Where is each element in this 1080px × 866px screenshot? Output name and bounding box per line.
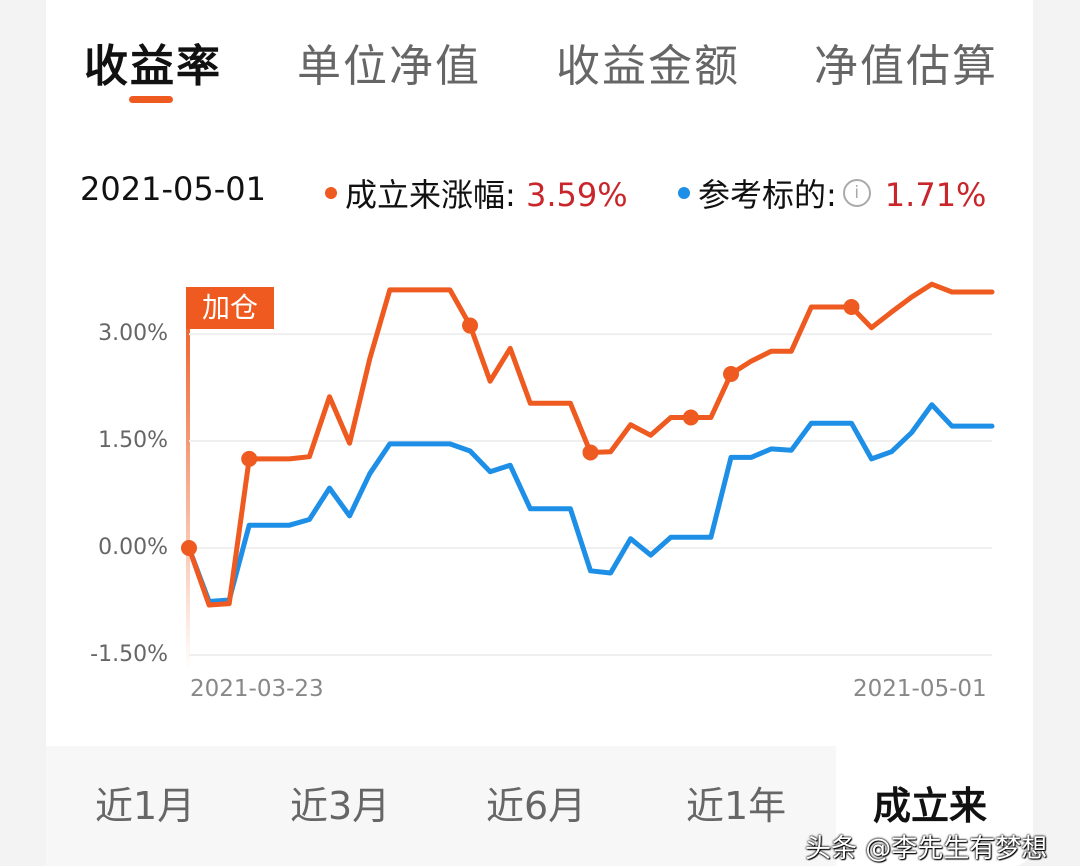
buy-point: [241, 450, 258, 467]
period-since-inception[interactable]: 成立来: [873, 784, 988, 828]
series-line: [186, 402, 995, 604]
y-tick: 0.00%: [98, 535, 168, 560]
benchmark-value: 1.71%: [884, 176, 987, 214]
x-tick-end: 2021-05-01: [853, 676, 987, 702]
tab-unit-nav[interactable]: 单位净值: [297, 41, 481, 92]
buy-point: [582, 444, 599, 461]
period-bar: [46, 746, 836, 866]
y-tick: 1.50%: [98, 428, 168, 453]
tab-yield[interactable]: 收益率: [84, 41, 222, 92]
tab-profit-amount[interactable]: 收益金额: [556, 41, 740, 92]
legend-fund: 成立来涨幅: 3.59%: [325, 170, 628, 216]
info-icon[interactable]: i: [842, 179, 871, 207]
legend-date: 2021-05-01: [80, 170, 266, 208]
legend-benchmark: 参考标的: i 1.71%: [678, 170, 986, 216]
period-1y[interactable]: 近1年: [686, 784, 787, 828]
benchmark-label: 参考标的:: [698, 176, 837, 214]
fund-card: [46, 0, 1033, 866]
buy-marker-label: 加仓: [186, 287, 274, 329]
active-tab-indicator: [129, 96, 173, 103]
period-6m[interactable]: 近6月: [486, 784, 587, 828]
x-tick-start: 2021-03-23: [190, 676, 324, 702]
benchmark-dot-icon: [678, 187, 690, 199]
buy-point: [682, 409, 699, 426]
buy-marker-line: [186, 300, 190, 670]
period-3m[interactable]: 近3月: [290, 784, 391, 828]
y-tick: -1.50%: [90, 642, 168, 667]
buy-point: [843, 299, 860, 316]
tab-nav-estimate[interactable]: 净值估算: [814, 41, 998, 92]
buy-point: [723, 366, 740, 383]
fund-dot-icon: [325, 187, 337, 199]
buy-point: [181, 540, 197, 556]
fund-label: 成立来涨幅:: [345, 176, 516, 214]
fund-value: 3.59%: [525, 176, 628, 214]
buy-point: [462, 317, 479, 334]
period-1m[interactable]: 近1月: [95, 784, 196, 828]
y-tick: 3.00%: [98, 321, 168, 346]
watermark: 头条 @李先生有梦想: [805, 834, 1048, 864]
